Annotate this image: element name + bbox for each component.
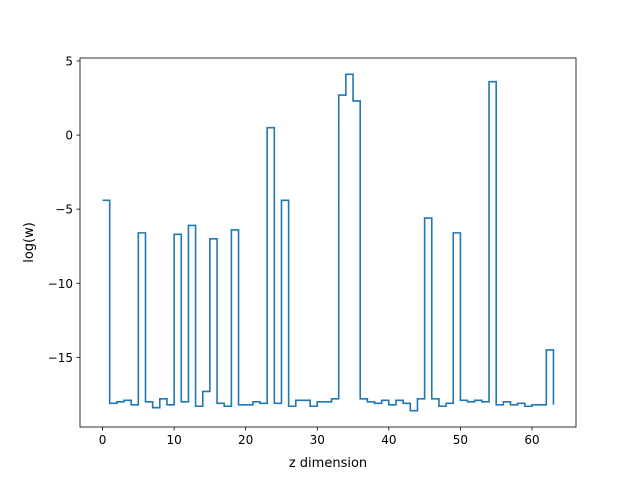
- plot-area: [80, 58, 576, 427]
- y-tick-label: −15: [48, 351, 73, 365]
- x-tick-label: 40: [381, 433, 396, 447]
- x-tick-label: 20: [238, 433, 253, 447]
- y-axis-ticks: 5 0 −5 −10 −15: [48, 54, 80, 365]
- y-tick-label: 0: [65, 129, 73, 143]
- axes-frame: [79, 57, 577, 428]
- y-tick-label: 5: [65, 54, 73, 68]
- series-layer: [102, 73, 555, 412]
- y-tick-label: −10: [48, 277, 73, 291]
- x-tick-label: 10: [166, 433, 181, 447]
- x-axis-label: z dimension: [289, 456, 367, 471]
- x-tick-label: 30: [310, 433, 325, 447]
- x-tick-label: 0: [99, 433, 107, 447]
- x-axis-ticks: 0 10 20 30 40 50 60: [99, 427, 540, 447]
- series-line-0: [102, 73, 555, 412]
- x-tick-label: 50: [453, 433, 468, 447]
- y-tick-label: −5: [55, 203, 73, 217]
- x-tick-label: 60: [524, 433, 539, 447]
- y-axis-label: log(w): [22, 222, 37, 263]
